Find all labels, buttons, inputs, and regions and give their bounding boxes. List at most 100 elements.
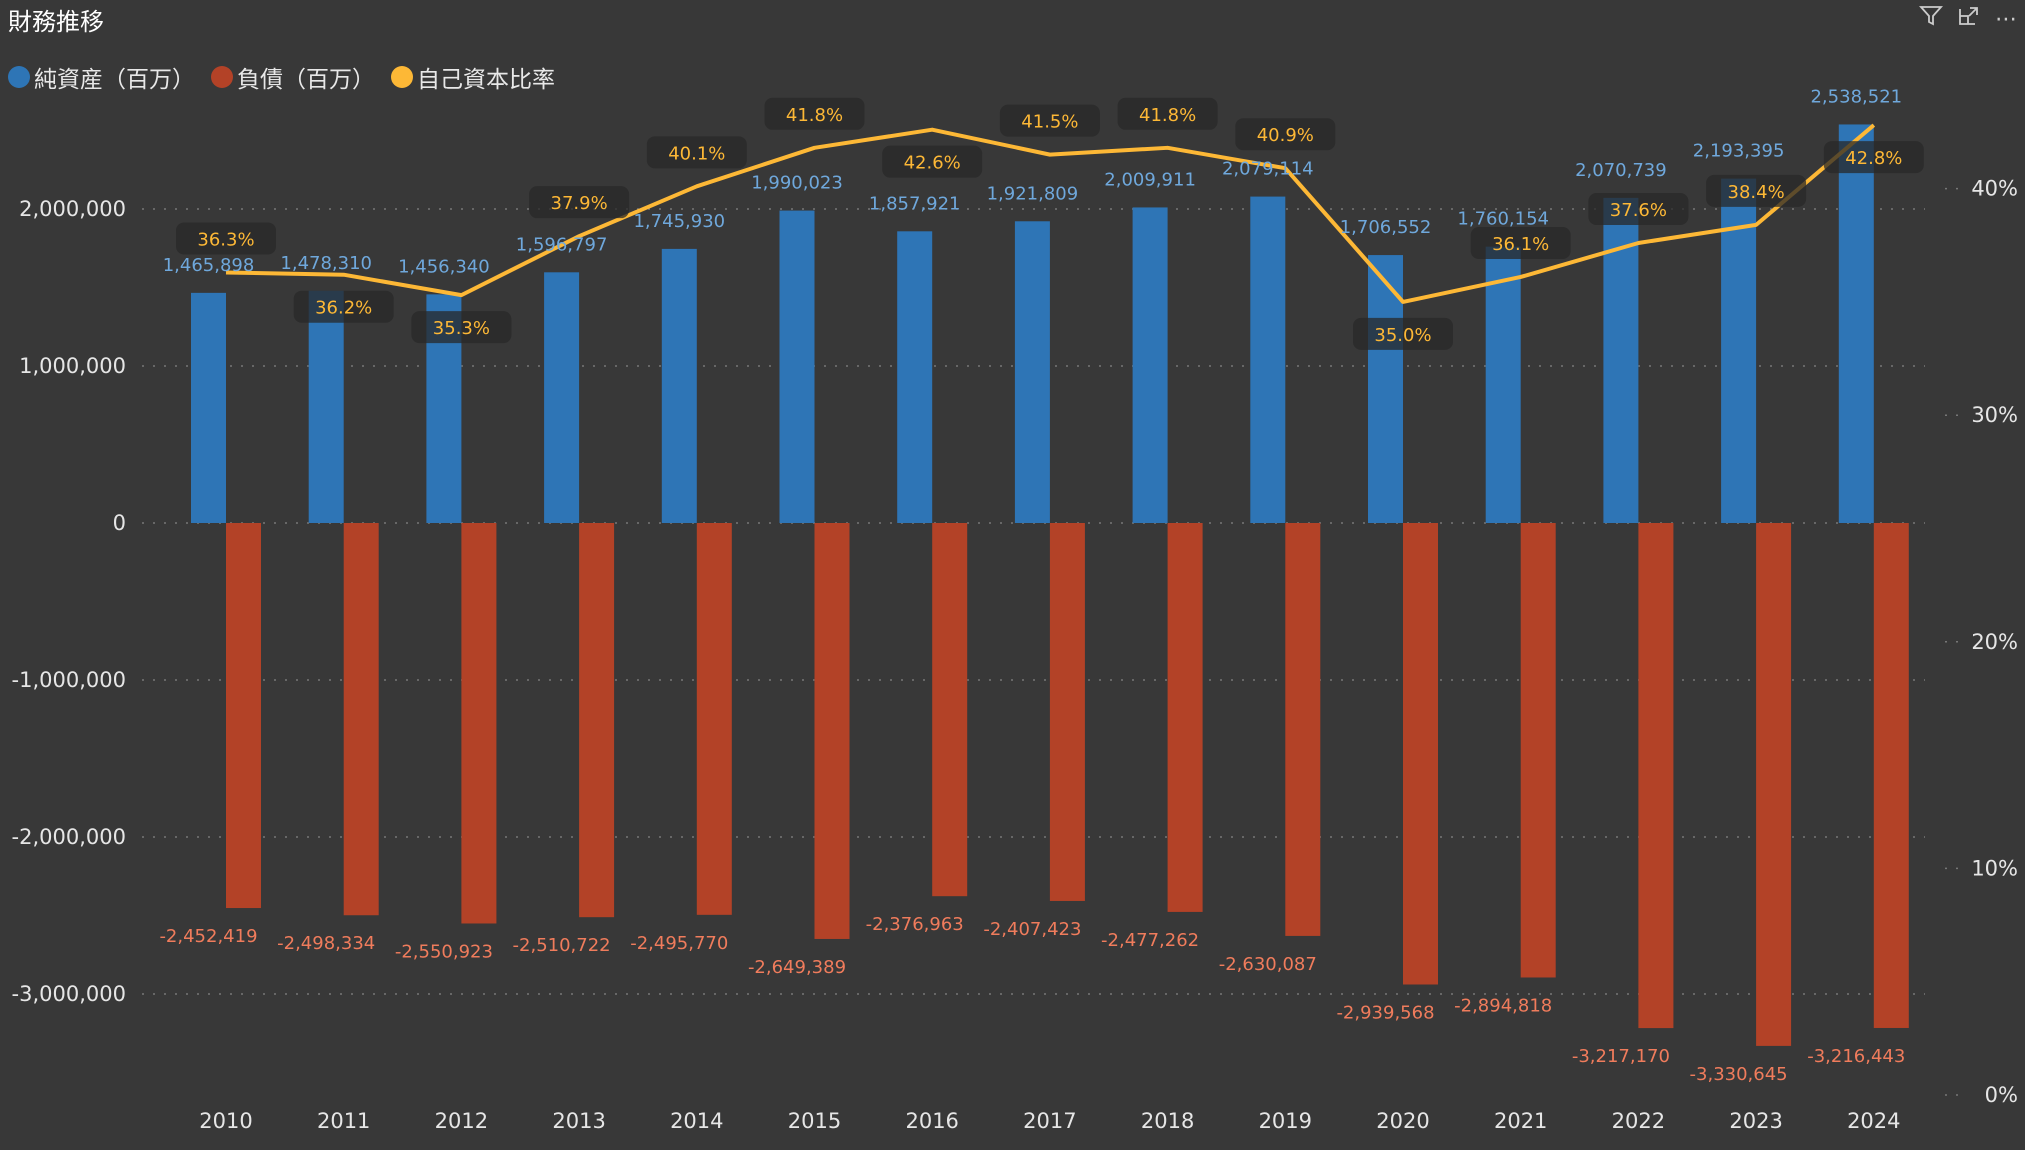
data-label-equity-ratio: 35.3% <box>433 318 490 339</box>
data-label-box <box>882 145 983 178</box>
data-label-equity-ratio: 36.1% <box>1492 234 1549 255</box>
x-tick-label: 2015 <box>788 1109 841 1133</box>
y-right-tick-label: 0% <box>1985 1083 2018 1107</box>
bar-net-assets <box>1368 255 1403 523</box>
bar-net-assets <box>544 272 580 523</box>
x-tick-label: 2019 <box>1259 1109 1312 1133</box>
data-label-equity-ratio: 41.8% <box>1139 105 1196 126</box>
data-label-net-assets: 2,193,395 <box>1693 141 1785 162</box>
bar-net-assets <box>1485 246 1521 523</box>
bar-net-assets <box>661 248 697 524</box>
data-label-liabilities: -3,217,170 <box>1572 1046 1670 1067</box>
data-label-liabilities: -2,407,423 <box>983 919 1081 940</box>
bar-liabilities <box>814 523 850 939</box>
y-left-tick-label: -1,000,000 <box>12 668 126 692</box>
data-label-equity-ratio: 41.5% <box>1021 112 1078 133</box>
focus-mode-icon[interactable] <box>1957 4 1981 34</box>
bar-liabilities <box>226 523 261 909</box>
x-tick-label: 2017 <box>1023 1109 1076 1133</box>
y-left-tick-label: -3,000,000 <box>12 982 126 1006</box>
bar-liabilities <box>461 523 497 924</box>
data-label-box <box>1235 118 1336 151</box>
data-label-box <box>529 186 630 219</box>
data-label-net-assets: 1,990,023 <box>751 173 843 194</box>
data-label-box <box>999 104 1100 137</box>
bar-net-assets <box>191 292 226 523</box>
x-tick-label: 2012 <box>435 1109 488 1133</box>
y-left-tick-label: 0 <box>113 511 126 535</box>
y-left-tick-label: 2,000,000 <box>19 197 126 221</box>
data-label-liabilities: -2,894,818 <box>1454 995 1552 1016</box>
data-label-liabilities: -2,630,087 <box>1219 954 1317 975</box>
visual-toolbar: ⋯ <box>1918 4 2017 34</box>
x-tick-label: 2022 <box>1612 1109 1665 1133</box>
x-tick-label: 2021 <box>1494 1109 1547 1133</box>
data-label-equity-ratio: 40.1% <box>668 143 725 164</box>
data-label-net-assets: 1,596,797 <box>516 234 608 255</box>
bar-liabilities <box>1520 523 1556 978</box>
data-label-box <box>411 311 512 344</box>
data-label-net-assets: 1,857,921 <box>869 193 961 214</box>
data-label-liabilities: -2,550,923 <box>395 941 493 962</box>
x-tick-label: 2018 <box>1141 1109 1194 1133</box>
data-label-equity-ratio: 37.6% <box>1610 200 1667 221</box>
data-label-equity-ratio: 41.8% <box>786 105 843 126</box>
data-label-equity-ratio: 38.4% <box>1728 182 1785 203</box>
bar-net-assets <box>1721 178 1757 524</box>
bar-net-assets <box>1132 207 1168 523</box>
data-label-net-assets: 1,478,310 <box>280 253 372 274</box>
chart-title: 財務推移 <box>8 8 104 36</box>
y-left-tick-label: 1,000,000 <box>19 354 126 378</box>
x-tick-label: 2023 <box>1729 1109 1782 1133</box>
legend: 純資産（百万） 負債（百万） 自己資本比率 <box>8 60 555 94</box>
bar-liabilities <box>1638 523 1674 1029</box>
legend-label: 純資産（百万） <box>34 67 195 93</box>
filter-icon[interactable] <box>1918 4 1944 34</box>
bar-net-assets <box>1838 124 1874 523</box>
bar-net-assets <box>1250 196 1286 523</box>
bar-net-assets <box>1014 221 1050 523</box>
data-label-liabilities: -3,216,443 <box>1807 1046 1905 1067</box>
legend-label: 自己資本比率 <box>417 67 555 93</box>
data-label-net-assets: 2,079,114 <box>1222 159 1314 180</box>
data-label-net-assets: 2,009,911 <box>1104 169 1196 190</box>
legend-dot-icon <box>391 66 413 88</box>
data-label-net-assets: 2,538,521 <box>1810 86 1902 107</box>
data-label-liabilities: -2,495,770 <box>630 933 728 954</box>
x-tick-label: 2013 <box>552 1109 605 1133</box>
x-tick-label: 2016 <box>905 1109 958 1133</box>
x-tick-label: 2020 <box>1376 1109 1429 1133</box>
legend-dot-icon <box>211 66 233 88</box>
legend-item-liabilities[interactable]: 負債（百万） <box>211 60 375 94</box>
data-label-equity-ratio: 36.2% <box>315 298 372 319</box>
data-label-equity-ratio: 35.0% <box>1374 325 1431 346</box>
y-right-tick-label: 40% <box>1971 177 2018 201</box>
data-label-box <box>1706 174 1807 207</box>
bar-liabilities <box>696 523 732 915</box>
data-label-box <box>176 222 276 255</box>
data-label-liabilities: -2,510,722 <box>513 935 611 956</box>
bar-net-assets <box>897 231 933 523</box>
data-label-equity-ratio: 42.6% <box>904 153 961 174</box>
data-label-liabilities: -2,376,963 <box>866 914 964 935</box>
data-label-equity-ratio: 36.3% <box>197 229 254 250</box>
data-label-liabilities: -3,330,645 <box>1690 1064 1788 1085</box>
bar-net-assets <box>308 290 344 523</box>
data-label-liabilities: -2,452,419 <box>159 926 257 947</box>
x-tick-label: 2011 <box>317 1109 370 1133</box>
data-label-net-assets: 1,745,930 <box>633 211 725 232</box>
bar-liabilities <box>579 523 615 918</box>
data-label-net-assets: 2,070,739 <box>1575 160 1667 181</box>
y-right-tick-label: 10% <box>1971 856 2018 880</box>
data-label-liabilities: -2,939,568 <box>1336 1003 1434 1024</box>
bar-liabilities <box>1756 523 1792 1046</box>
data-label-box <box>1470 226 1571 259</box>
bar-liabilities <box>1285 523 1321 936</box>
more-options-icon[interactable]: ⋯ <box>1995 6 2017 32</box>
bar-liabilities <box>1873 523 1909 1028</box>
x-tick-label: 2024 <box>1847 1109 1900 1133</box>
data-label-box <box>646 136 747 169</box>
legend-item-net-assets[interactable]: 純資産（百万） <box>8 60 195 94</box>
legend-item-equity-ratio[interactable]: 自己資本比率 <box>391 60 555 94</box>
